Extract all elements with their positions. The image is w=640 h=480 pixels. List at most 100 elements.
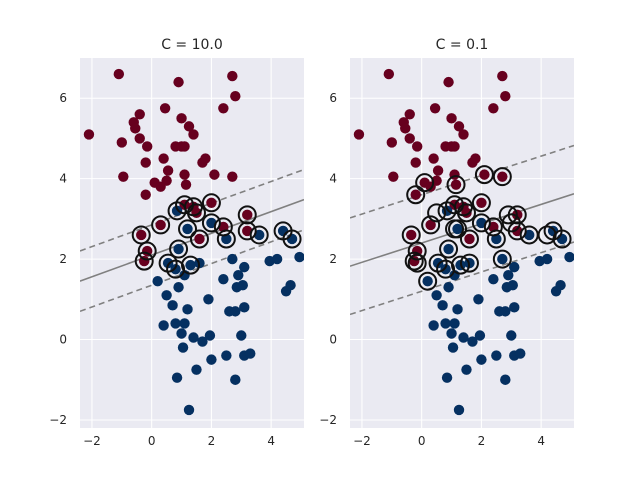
scatter-point-class-0 bbox=[134, 133, 145, 144]
support-vector-ring bbox=[427, 203, 447, 223]
scatter-point-class-0 bbox=[116, 137, 128, 148]
scatter-point-class-0 bbox=[410, 189, 421, 200]
support-vector-ring bbox=[492, 249, 512, 269]
scatter-point-class-0 bbox=[194, 233, 205, 245]
x-tick-label: 2 bbox=[208, 434, 216, 448]
scatter-point-class-0 bbox=[400, 123, 411, 134]
scatter-point-class-1 bbox=[474, 330, 486, 341]
scatter-point-class-0 bbox=[353, 129, 365, 140]
scatter-point-class-1 bbox=[176, 328, 187, 339]
scatter-point-class-0 bbox=[406, 229, 417, 241]
scatter-point-class-1 bbox=[509, 261, 520, 273]
scatter-point-class-0 bbox=[429, 103, 441, 114]
scatter-point-class-0 bbox=[404, 133, 415, 144]
scatter-point-class-1 bbox=[461, 364, 472, 375]
support-vector-ring bbox=[137, 241, 157, 261]
scatter-point-class-0 bbox=[412, 141, 423, 152]
scatter-point-class-0 bbox=[470, 153, 481, 164]
scatter-point-class-0 bbox=[183, 121, 195, 132]
y-tick-label: 6 bbox=[59, 91, 67, 105]
scatter-point-class-1 bbox=[203, 294, 214, 305]
y-tick-label: −2 bbox=[49, 413, 67, 427]
y-tick-label: 2 bbox=[329, 252, 337, 266]
scatter-point-class-1 bbox=[491, 350, 502, 361]
y-tick-label: 2 bbox=[59, 252, 67, 266]
y-tick-label: 0 bbox=[59, 333, 67, 347]
scatter-point-class-1 bbox=[221, 350, 232, 361]
support-vector-ring bbox=[237, 221, 257, 241]
scatter-point-class-1 bbox=[204, 330, 216, 341]
scatter-point-class-1 bbox=[170, 263, 181, 275]
support-vector-ring bbox=[471, 213, 491, 233]
scatter-point-class-0 bbox=[432, 165, 444, 176]
scatter-point-class-1 bbox=[161, 290, 172, 301]
scatter-point-class-0 bbox=[179, 169, 190, 180]
scatter-point-class-1 bbox=[500, 374, 511, 385]
scatter-point-class-1 bbox=[171, 372, 183, 383]
support-vector-ring bbox=[492, 167, 512, 187]
chart-title: C = 0.1 bbox=[436, 37, 489, 53]
scatter-point-class-1 bbox=[206, 354, 217, 365]
support-vector-ring bbox=[282, 229, 302, 249]
scatter-point-class-0 bbox=[118, 171, 129, 182]
scatter-point-class-0 bbox=[386, 137, 398, 148]
scatter-point-class-1 bbox=[173, 243, 184, 255]
scatter-point-class-0 bbox=[404, 109, 415, 120]
scatter-point-class-1 bbox=[236, 330, 247, 341]
scatter-point-class-1 bbox=[447, 342, 459, 353]
scatter-point-class-1 bbox=[182, 223, 193, 235]
scatter-point-class-1 bbox=[497, 253, 508, 265]
support-vector-ring bbox=[501, 213, 521, 233]
scatter-point-class-1 bbox=[158, 320, 169, 331]
scatter-point-class-0 bbox=[479, 169, 490, 180]
scatter-point-class-0 bbox=[428, 153, 439, 164]
support-vector-ring bbox=[131, 225, 151, 245]
scatter-point-class-0 bbox=[227, 70, 238, 82]
support-vector-ring bbox=[201, 213, 221, 233]
scatter-point-class-0 bbox=[136, 229, 147, 241]
scatter-point-class-0 bbox=[497, 70, 508, 82]
scatter-point-class-0 bbox=[140, 189, 151, 200]
support-vector-ring bbox=[439, 239, 459, 259]
support-vector-ring bbox=[186, 203, 206, 223]
scatter-point-class-1 bbox=[185, 259, 196, 271]
scatter-point-class-1 bbox=[449, 318, 460, 329]
scatter-point-class-1 bbox=[230, 374, 241, 385]
scatter-point-class-0 bbox=[443, 76, 454, 88]
support-vector-ring bbox=[415, 173, 435, 193]
y-tick-label: 6 bbox=[329, 91, 337, 105]
x-tick-label: −2 bbox=[83, 434, 101, 448]
scatter-point-class-0 bbox=[176, 113, 187, 124]
support-vector-ring bbox=[178, 219, 198, 239]
support-vector-ring bbox=[407, 241, 427, 261]
support-vector-ring bbox=[216, 229, 236, 249]
scatter-point-class-1 bbox=[507, 280, 518, 291]
support-vector-ring bbox=[421, 215, 441, 235]
scatter-point-class-0 bbox=[218, 103, 229, 114]
chart-title: C = 10.0 bbox=[161, 37, 223, 53]
support-vector-ring bbox=[486, 229, 506, 249]
scatter-point-class-1 bbox=[177, 342, 189, 353]
scatter-point-class-0 bbox=[227, 171, 238, 182]
scatter-point-class-1 bbox=[428, 320, 439, 331]
scatter-point-class-1 bbox=[167, 300, 178, 311]
scatter-point-class-1 bbox=[239, 302, 250, 313]
scatter-point-class-0 bbox=[209, 169, 220, 180]
support-vector-ring bbox=[451, 255, 471, 275]
support-vector-ring bbox=[446, 175, 466, 195]
scatter-point-class-1 bbox=[233, 269, 244, 281]
support-vector-ring bbox=[169, 239, 189, 259]
scatter-point-class-1 bbox=[467, 336, 478, 347]
x-tick-label: 0 bbox=[418, 434, 426, 448]
scatter-point-class-0 bbox=[162, 165, 174, 176]
scatter-point-class-1 bbox=[476, 354, 487, 365]
scatter-point-class-1 bbox=[230, 306, 241, 317]
support-vector-ring bbox=[401, 225, 421, 245]
scatter-point-class-0 bbox=[242, 209, 253, 221]
scatter-point-class-1 bbox=[245, 348, 256, 359]
scatter-point-class-1 bbox=[239, 261, 250, 273]
support-vector-ring bbox=[134, 251, 154, 271]
scatter-point-class-1 bbox=[441, 372, 453, 383]
panel-1: −2 0 2 4 −2 0 2 4 6 C = 0.1 bbox=[319, 37, 574, 448]
scatter-point-class-1 bbox=[515, 348, 526, 359]
